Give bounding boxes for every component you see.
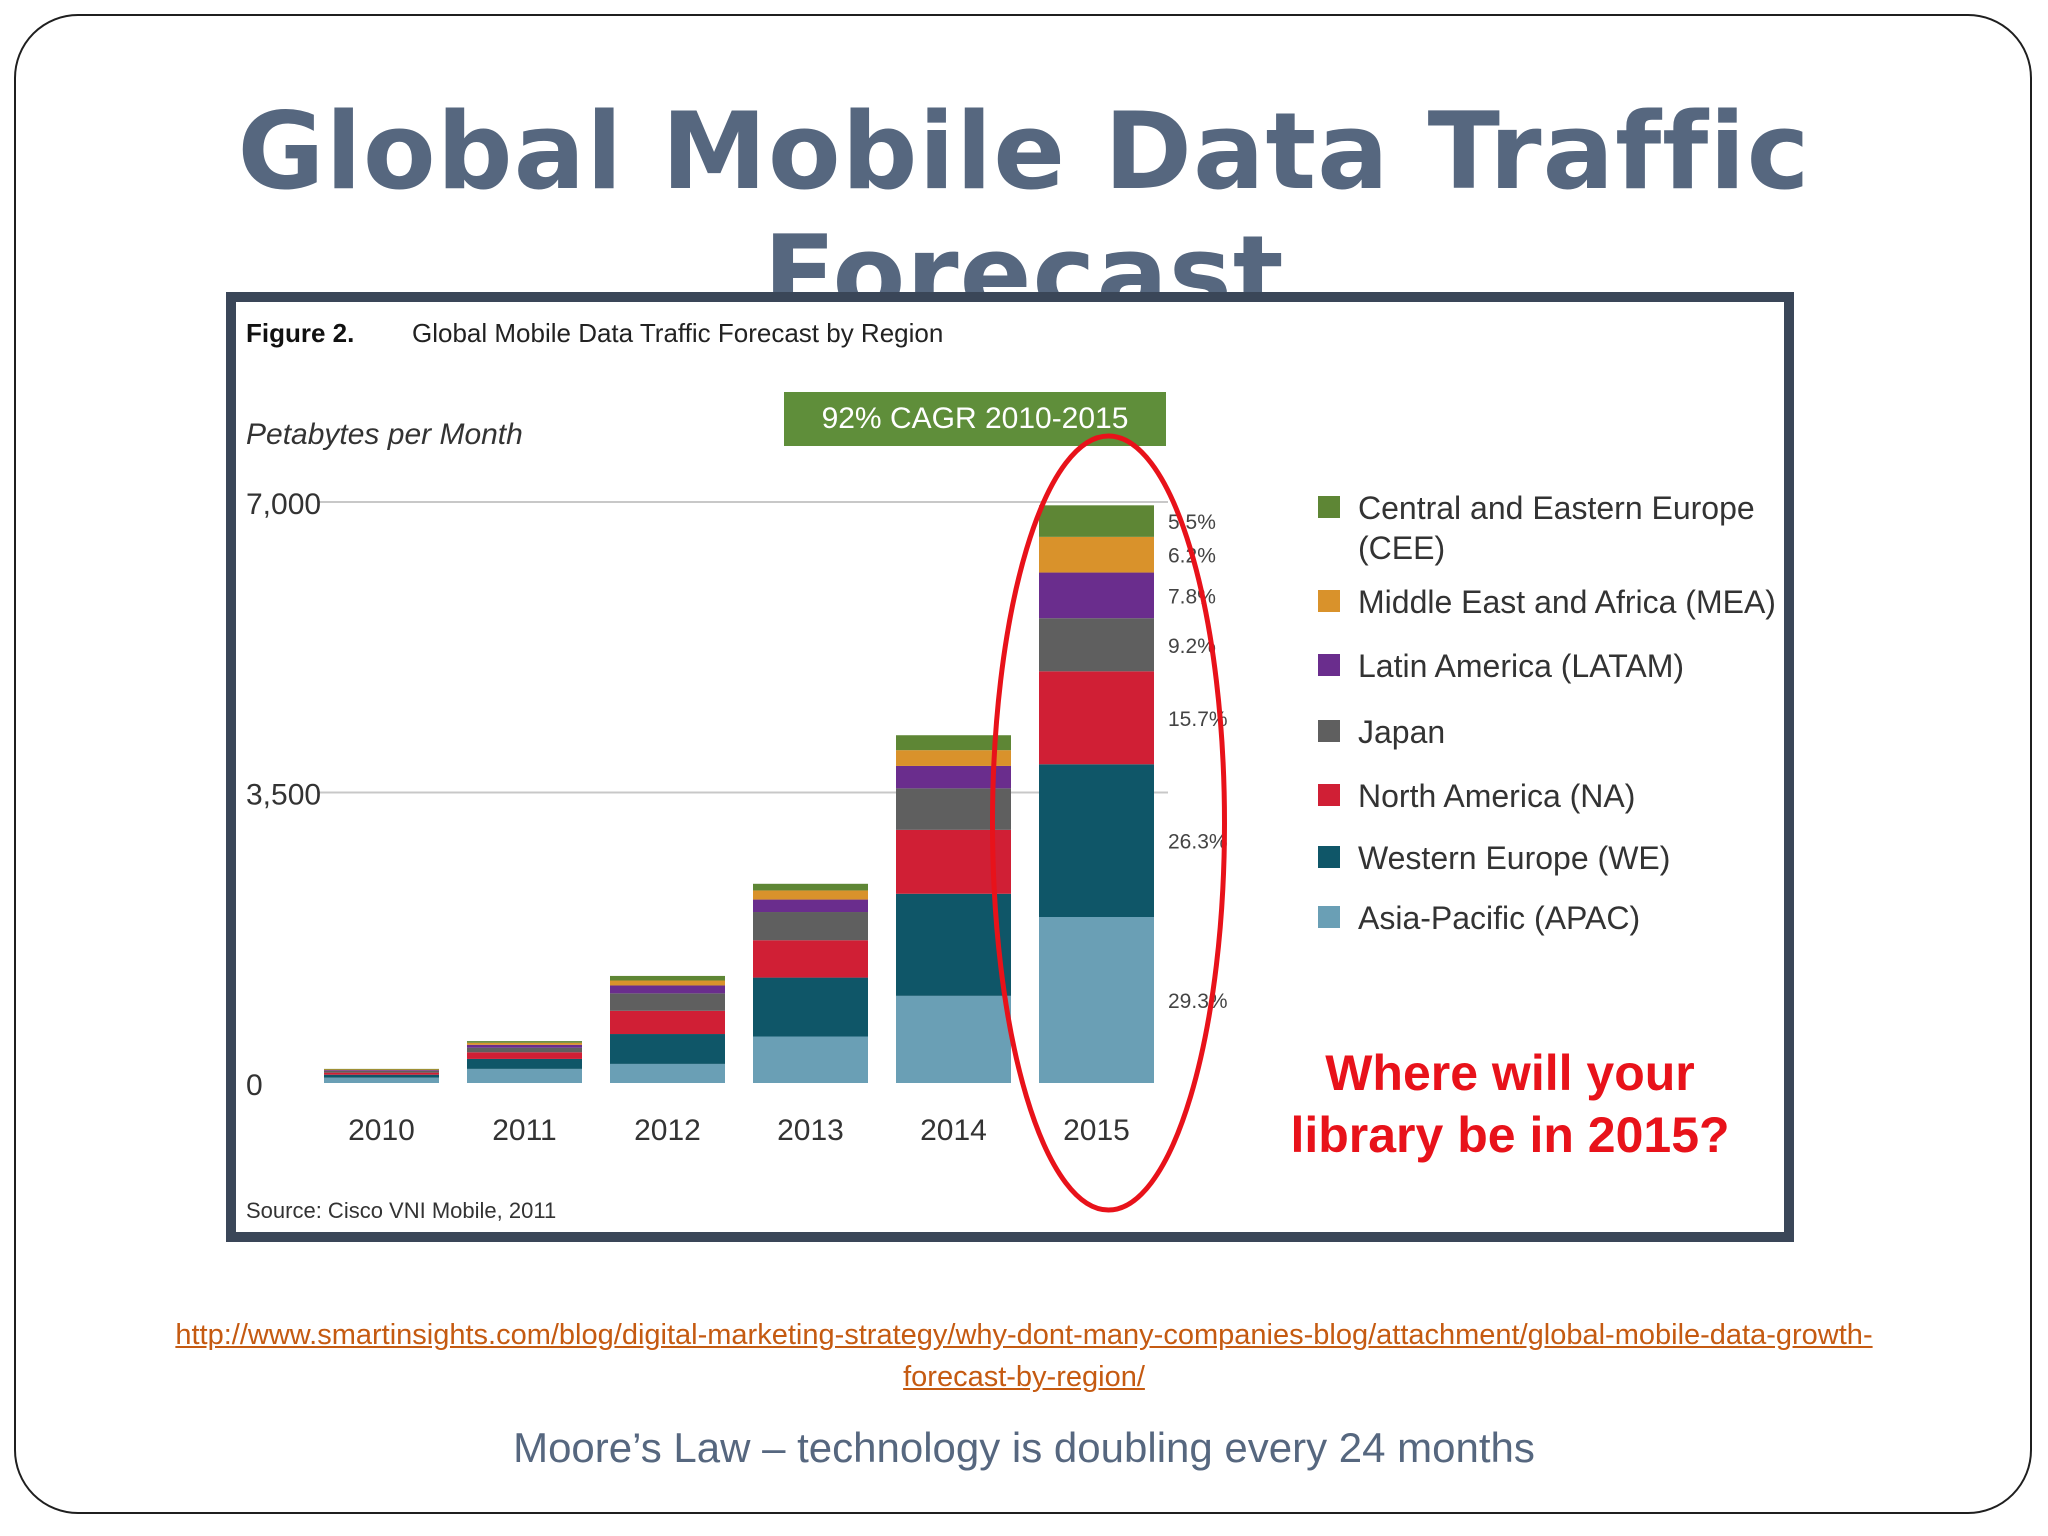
y-tick-label: 3,500 [246, 779, 321, 812]
callout-question: Where will your library be in 2015? [1290, 1045, 1730, 1163]
footer-note: Moore’s Law – technology is doubling eve… [513, 1424, 1535, 1471]
bar-segment-1 [610, 1034, 725, 1064]
bar-segment-3 [610, 993, 725, 1011]
x-tick-label: 2015 [1063, 1114, 1130, 1147]
bar-segment-2 [467, 1052, 582, 1059]
legend-label: Latin America (LATAM) [1358, 648, 1685, 684]
bar-segment-4 [467, 1044, 582, 1048]
bar-segment-6 [324, 1068, 439, 1070]
legend-label: Middle East and Africa (MEA) [1358, 584, 1776, 620]
data-label: 26.3% [1168, 831, 1228, 854]
legend-swatch [1318, 784, 1340, 806]
data-label: 5.5% [1168, 511, 1216, 534]
bar-segment-0 [896, 995, 1011, 1083]
legend-item: North America (NA) [1318, 776, 1788, 816]
x-tick-label: 2013 [777, 1114, 844, 1147]
legend-swatch [1318, 906, 1340, 928]
bar-segment-3 [753, 912, 868, 941]
legend-label: Asia-Pacific (APAC) [1358, 900, 1641, 936]
x-tick-label: 2011 [492, 1114, 557, 1147]
legend-item: Japan [1318, 712, 1788, 752]
bar-segment-4 [896, 765, 1011, 789]
legend-swatch [1318, 654, 1340, 676]
data-label: 7.8% [1168, 585, 1216, 608]
bar-segment-0 [1039, 917, 1154, 1083]
bar-segment-4 [610, 985, 725, 994]
legend-item: Central and Eastern Europe (CEE) [1318, 488, 1788, 568]
bar-segment-2 [753, 940, 868, 978]
bar-segment-1 [324, 1074, 439, 1078]
legend-label: Western Europe (WE) [1358, 840, 1671, 876]
bar-segment-1 [467, 1058, 582, 1069]
x-tick-label: 2012 [634, 1114, 701, 1147]
bar-segment-6 [467, 1041, 582, 1043]
legend-swatch [1318, 846, 1340, 868]
legend-label: Central and Eastern Europe (CEE) [1358, 490, 1755, 566]
bar-segment-4 [1039, 572, 1154, 619]
bar-segment-0 [753, 1036, 868, 1083]
x-tick-label: 2014 [920, 1114, 987, 1147]
bar-segment-4 [324, 1070, 439, 1071]
data-label: 29.3% [1168, 990, 1228, 1013]
bar-segment-2 [324, 1072, 439, 1075]
bar-segment-3 [324, 1070, 439, 1073]
bar-segment-0 [324, 1077, 439, 1083]
source-link[interactable]: http://www.smartinsights.com/blog/digita… [175, 1319, 1873, 1393]
bar-segment-4 [753, 899, 868, 913]
highlight-ellipse [990, 433, 1227, 1213]
legend-item: Middle East and Africa (MEA) [1318, 582, 1788, 622]
bar-segment-5 [896, 750, 1011, 766]
bar-segment-6 [896, 735, 1011, 751]
bar-segment-3 [467, 1047, 582, 1053]
bar-segment-6 [1039, 505, 1154, 537]
bar-segment-1 [1039, 764, 1154, 917]
legend-item: Asia-Pacific (APAC) [1318, 898, 1788, 938]
bar-segment-2 [610, 1010, 725, 1035]
legend-label: North America (NA) [1358, 778, 1636, 814]
legend-swatch [1318, 496, 1340, 518]
data-label: 9.2% [1168, 635, 1216, 658]
bar-segment-6 [753, 883, 868, 891]
data-label: 15.7% [1168, 708, 1228, 731]
chart-y-axis-label: Petabytes per Month [246, 418, 523, 451]
bar-segment-6 [610, 975, 725, 981]
figure-caption: Global Mobile Data Traffic Forecast by R… [412, 318, 944, 348]
bar-segment-5 [324, 1069, 439, 1071]
x-tick-label: 2010 [348, 1114, 415, 1147]
legend-item: Western Europe (WE) [1318, 838, 1788, 878]
figure-source: Source: Cisco VNI Mobile, 2011 [246, 1198, 557, 1223]
y-tick-label: 0 [246, 1069, 263, 1102]
bar-segment-0 [467, 1068, 582, 1083]
figure-label: Figure 2. [246, 318, 355, 348]
bar-segment-0 [610, 1063, 725, 1083]
bar-segment-2 [1039, 671, 1154, 765]
legend-label: Japan [1358, 714, 1446, 750]
bar-segment-1 [753, 977, 868, 1037]
y-tick-label: 7,000 [246, 488, 321, 521]
bar-segment-5 [753, 890, 868, 900]
bar-segment-5 [1039, 536, 1154, 573]
legend-swatch [1318, 590, 1340, 612]
bar-segment-5 [610, 980, 725, 986]
legend-item: Latin America (LATAM) [1318, 646, 1788, 686]
legend-swatch [1318, 720, 1340, 742]
bar-segment-3 [1039, 618, 1154, 672]
bar-segment-1 [896, 893, 1011, 996]
bar-segment-5 [467, 1042, 582, 1045]
